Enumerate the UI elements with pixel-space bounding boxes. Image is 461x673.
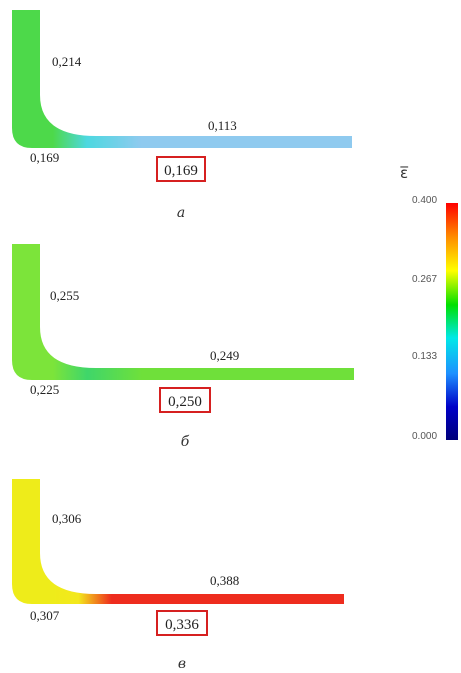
colorbar-symbol: ε̅ xyxy=(400,164,409,182)
panel-caption: а xyxy=(177,205,185,221)
highlight-value: 0,250 xyxy=(168,394,202,410)
specimen-shape xyxy=(12,244,354,380)
highlight-value: 0,169 xyxy=(164,163,198,179)
colorbar-gradient xyxy=(446,203,458,440)
colorbar-tick: 0.400 xyxy=(412,195,437,206)
corner-value: 0,307 xyxy=(30,608,60,623)
colorbar: ε̅ 0.400 0.267 0.133 0.000 xyxy=(400,164,458,442)
panel-a: 0,214 0,113 0,169 0,169 а xyxy=(12,10,352,221)
corner-value: 0,225 xyxy=(30,382,59,397)
corner-value: 0,169 xyxy=(30,150,59,165)
vertical-value: 0,306 xyxy=(52,511,82,526)
highlight-box xyxy=(156,156,206,182)
specimen-shape xyxy=(12,10,352,148)
specimen-shape xyxy=(12,479,344,604)
horizontal-value: 0,113 xyxy=(208,118,237,133)
vertical-value: 0,255 xyxy=(50,288,79,303)
highlight-value: 0,336 xyxy=(165,617,199,633)
highlight-box xyxy=(159,387,211,413)
vertical-value: 0,214 xyxy=(52,54,82,69)
panel-c: 0,306 0,388 0,307 0,336 в xyxy=(12,479,344,672)
highlight-box xyxy=(156,610,208,636)
horizontal-value: 0,249 xyxy=(210,348,239,363)
horizontal-value: 0,388 xyxy=(210,573,239,588)
colorbar-tick: 0.133 xyxy=(412,351,437,362)
panel-b: 0,255 0,249 0,225 0,250 б xyxy=(12,244,354,450)
colorbar-tick: 0.000 xyxy=(412,431,437,442)
panel-caption: б xyxy=(181,434,190,450)
panel-caption: в xyxy=(178,656,186,672)
colorbar-tick: 0.267 xyxy=(412,274,437,285)
